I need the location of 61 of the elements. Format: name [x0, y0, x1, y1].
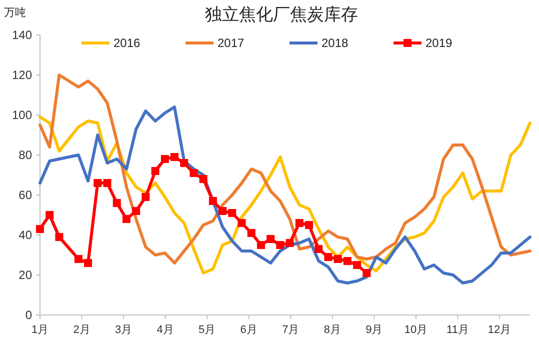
- point: [94, 179, 102, 187]
- line-series: [38, 74, 532, 264]
- point: [256, 241, 265, 249]
- y-tick-label: 40: [18, 228, 32, 242]
- point: [208, 197, 217, 205]
- point: [36, 225, 44, 233]
- point: [74, 255, 82, 263]
- y-tick-label: 20: [18, 268, 32, 282]
- point: [362, 269, 371, 277]
- x-tick-label: 6月: [240, 324, 258, 336]
- y-tick-label: 0: [25, 308, 32, 322]
- point: [276, 241, 284, 249]
- x-tick-label: 11月: [446, 324, 469, 336]
- point: [314, 245, 323, 253]
- point: [103, 179, 112, 187]
- x-tick-label: 5月: [198, 324, 216, 336]
- point: [122, 215, 130, 223]
- x-tick-label: 2月: [73, 324, 90, 336]
- legend-label: 2019: [426, 36, 453, 50]
- point: [112, 199, 121, 207]
- point: [55, 233, 64, 241]
- y-tick-label: 140: [12, 28, 32, 42]
- point: [343, 257, 352, 265]
- point: [218, 207, 227, 215]
- point: [238, 219, 246, 227]
- point: [334, 255, 342, 263]
- x-tick-label: 12月: [488, 324, 512, 336]
- legend-label: 2018: [322, 36, 349, 50]
- point: [228, 209, 236, 217]
- point: [353, 261, 362, 269]
- point: [151, 167, 160, 175]
- point: [199, 175, 208, 183]
- point: [324, 253, 332, 261]
- x-tick-label: 10月: [404, 324, 428, 336]
- chart-title: 独立焦化厂焦炭库存: [205, 5, 358, 25]
- point: [46, 211, 54, 219]
- y-tick-label: 120: [12, 68, 32, 82]
- x-tick-label: 8月: [324, 324, 341, 336]
- x-tick-label: 1月: [31, 324, 49, 336]
- point: [170, 153, 179, 161]
- y-tick-label: 60: [18, 188, 32, 202]
- x-tick-label: 7月: [282, 324, 300, 336]
- point: [305, 221, 314, 229]
- point: [132, 207, 140, 215]
- x-tick-label: 4月: [156, 324, 174, 336]
- point: [190, 169, 198, 177]
- point: [180, 159, 188, 167]
- point: [84, 259, 92, 267]
- y-tick-label: 100: [12, 108, 32, 122]
- point: [286, 239, 294, 247]
- point: [247, 229, 256, 237]
- y-axis-title: 万吨: [4, 6, 26, 19]
- point: [142, 193, 150, 201]
- legend-label: 2016: [114, 36, 141, 50]
- x-tick-label: 9月: [366, 324, 383, 336]
- legend-label: 2017: [218, 36, 245, 50]
- x-tick-label: 3月: [114, 324, 132, 336]
- point: [160, 155, 169, 163]
- point: [295, 219, 304, 227]
- y-tick-label: 80: [18, 148, 32, 162]
- point: [266, 235, 275, 243]
